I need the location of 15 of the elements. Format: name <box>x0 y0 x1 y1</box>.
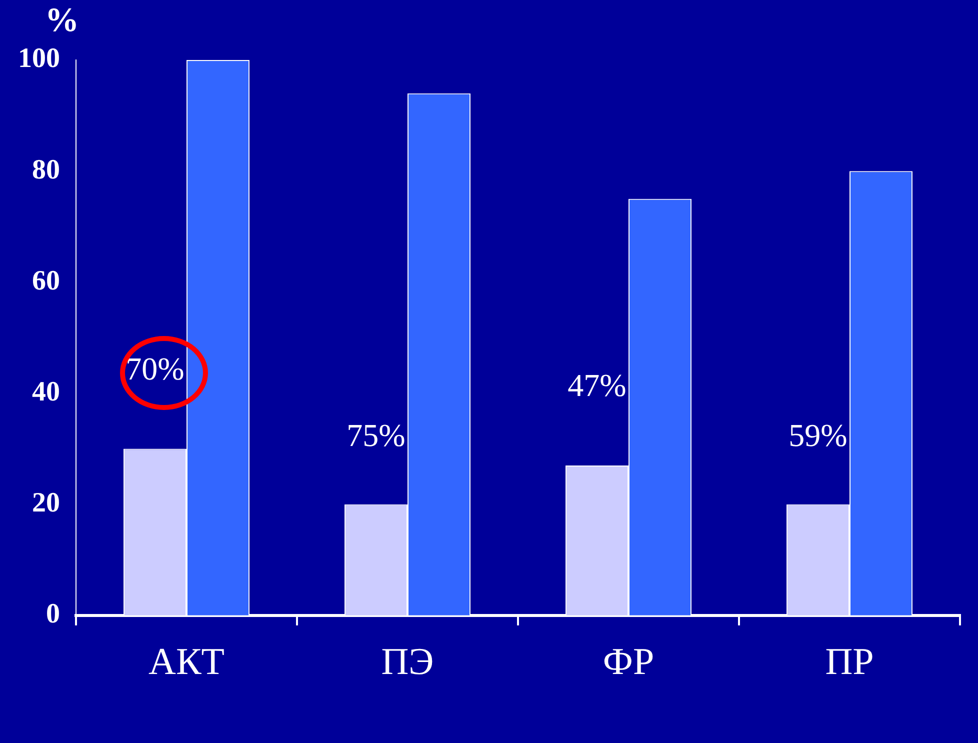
y-tick-label: 60 <box>32 265 60 296</box>
y-tick-label: 40 <box>32 376 60 408</box>
y-tick-label: 0 <box>46 598 60 630</box>
annotation: 59% <box>788 417 848 454</box>
y-tick-label: 100 <box>18 43 60 74</box>
y-axis-title: % <box>45 2 79 39</box>
annotation: 47% <box>568 367 626 404</box>
x-tick-label: ФР <box>602 641 654 684</box>
x-tick-label: ПР <box>825 641 874 684</box>
y-tick-label: 20 <box>32 488 60 519</box>
annotation: 75% <box>346 417 406 454</box>
x-tick-label: АКТ <box>148 641 224 684</box>
annotation: 70% <box>126 350 184 386</box>
x-tick-label: ПЭ <box>381 641 434 684</box>
y-tick-label: 80 <box>32 154 60 186</box>
